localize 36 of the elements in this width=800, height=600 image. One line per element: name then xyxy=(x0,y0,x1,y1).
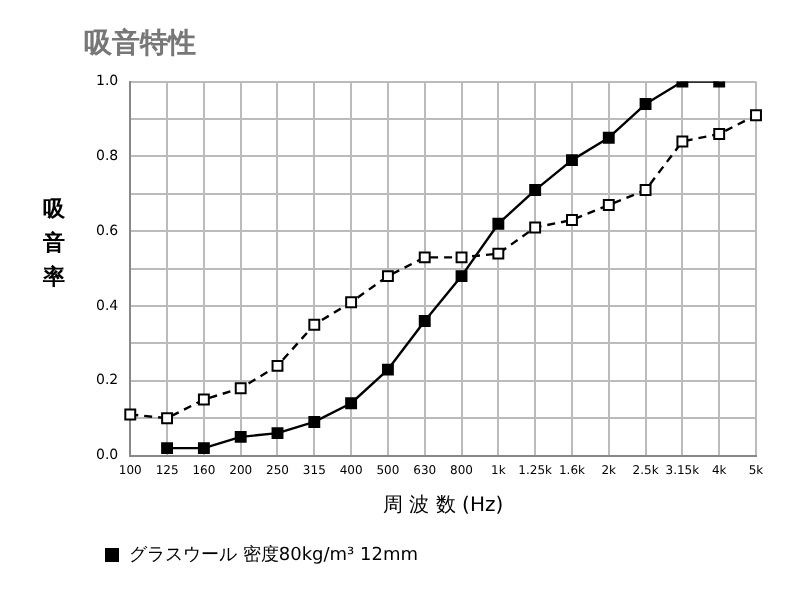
point xyxy=(271,359,284,372)
point xyxy=(381,270,394,283)
point xyxy=(566,154,578,167)
point xyxy=(197,442,210,455)
point xyxy=(639,98,652,110)
point xyxy=(418,251,431,264)
point xyxy=(455,251,468,264)
y-axis-title: 吸音率 xyxy=(41,194,67,294)
point xyxy=(639,184,652,197)
point xyxy=(529,184,542,197)
point xyxy=(713,128,726,140)
x-axis-title: 周 波 数 (Hz) xyxy=(383,493,504,518)
point xyxy=(234,382,247,395)
point xyxy=(750,109,762,122)
point xyxy=(602,131,615,144)
point xyxy=(308,318,321,331)
point xyxy=(124,408,137,421)
point xyxy=(234,430,247,443)
point xyxy=(492,217,505,230)
point xyxy=(271,427,284,440)
point xyxy=(676,135,689,148)
chart-title: 吸音特性 xyxy=(84,26,196,61)
point xyxy=(161,442,174,455)
point xyxy=(492,247,505,260)
legend-label: グラスウール 密度80kg/m³ 12mm xyxy=(129,543,418,566)
point xyxy=(602,199,615,211)
point xyxy=(161,412,174,425)
point xyxy=(566,214,578,226)
point xyxy=(418,315,431,327)
point xyxy=(197,393,210,406)
point xyxy=(381,363,394,376)
point xyxy=(345,296,358,309)
point xyxy=(308,415,321,428)
point xyxy=(455,270,468,283)
point xyxy=(529,221,542,234)
point xyxy=(345,397,358,410)
